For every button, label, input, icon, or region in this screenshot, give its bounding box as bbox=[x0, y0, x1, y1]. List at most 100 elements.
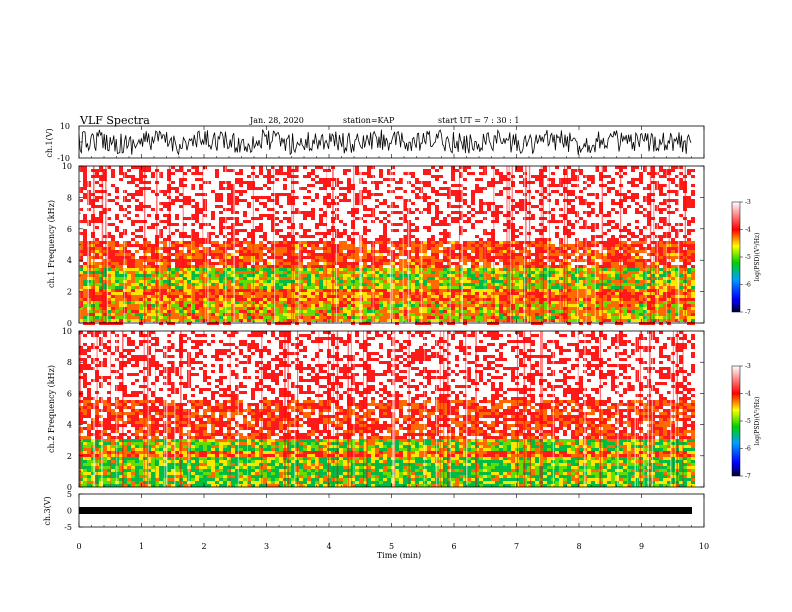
spectrogram-cell bbox=[355, 295, 359, 298]
spectrogram-cell bbox=[687, 283, 691, 286]
spectrogram-cell bbox=[511, 229, 515, 232]
spectrogram-cell bbox=[255, 250, 259, 253]
spectrogram-cell bbox=[327, 283, 331, 286]
spectrogram-cell bbox=[679, 283, 683, 286]
spectrogram-cell bbox=[551, 220, 555, 223]
spectrogram-cell bbox=[187, 235, 191, 238]
spectrogram-cell bbox=[431, 223, 435, 226]
spectrogram-cell bbox=[587, 214, 591, 217]
spectrogram-cell bbox=[411, 307, 415, 310]
spectrogram-cell bbox=[443, 220, 447, 223]
spectrogram-cell bbox=[263, 295, 267, 298]
spectrogram-cell bbox=[327, 289, 331, 292]
spectrogram-cell bbox=[355, 301, 359, 304]
spectrogram-cell bbox=[639, 289, 643, 292]
spectrogram-cell bbox=[103, 253, 107, 256]
spectrogram-cell bbox=[471, 265, 475, 268]
spectrogram-cell bbox=[591, 301, 595, 304]
spectrogram-cell bbox=[83, 217, 87, 220]
spectrogram-cell bbox=[215, 274, 219, 277]
spectrogram-cell bbox=[423, 307, 427, 310]
spectrogram-cell bbox=[635, 178, 639, 181]
spectrogram-cell bbox=[627, 229, 631, 232]
spectrogram-cell bbox=[323, 295, 327, 298]
spectrogram-cell bbox=[95, 298, 99, 301]
spectrogram-cell bbox=[187, 292, 191, 295]
spectrogram-cell bbox=[267, 286, 271, 289]
spectrogram-cell bbox=[611, 199, 615, 202]
spectrogram-cell bbox=[455, 277, 459, 280]
spectrogram-cell bbox=[663, 253, 667, 256]
spectrogram-cell bbox=[551, 259, 555, 262]
spectrogram-cell bbox=[199, 208, 203, 211]
spectrogram-cell bbox=[107, 262, 111, 265]
spectrogram-cell bbox=[287, 280, 291, 283]
spectrogram-cell bbox=[627, 247, 631, 250]
spectrogram-cell bbox=[183, 184, 187, 187]
spectrogram-cell bbox=[663, 169, 667, 172]
spectrogram-cell bbox=[95, 295, 99, 298]
spectrogram-cell bbox=[191, 289, 195, 292]
spectrogram-cell bbox=[423, 262, 427, 265]
spectrogram-cell bbox=[259, 295, 263, 298]
spectrogram-cell bbox=[235, 190, 239, 193]
spectrogram-cell bbox=[263, 271, 267, 274]
spectrogram-cell bbox=[639, 292, 643, 295]
spectrogram-cell bbox=[147, 268, 151, 271]
spectrogram-cell bbox=[435, 268, 439, 271]
spectrogram-cell bbox=[323, 304, 327, 307]
spectrogram-cell bbox=[311, 283, 315, 286]
spectrogram-cell bbox=[211, 241, 215, 244]
spectrogram-cell bbox=[347, 286, 351, 289]
spectrogram-cell bbox=[387, 283, 391, 286]
spectrogram-cell bbox=[291, 292, 295, 295]
spectrogram-cell bbox=[283, 289, 287, 292]
spectrogram-cell bbox=[103, 241, 107, 244]
spectrogram-cell bbox=[291, 304, 295, 307]
spectrogram-cell bbox=[587, 175, 591, 178]
spectrogram-cell bbox=[451, 286, 455, 289]
spectrogram-cell bbox=[515, 253, 519, 256]
spectrogram-cell bbox=[671, 283, 675, 286]
spectrogram-cell bbox=[291, 196, 295, 199]
spectrogram-cell bbox=[119, 304, 123, 307]
spectrogram-cell bbox=[323, 265, 327, 268]
spectrogram-cell bbox=[259, 166, 263, 169]
spectrogram-cell bbox=[279, 301, 283, 304]
spectrogram-cell bbox=[635, 166, 639, 169]
spectrogram-cell bbox=[615, 193, 619, 196]
spectrogram-cell bbox=[551, 253, 555, 256]
spectrogram-cell bbox=[675, 235, 679, 238]
spectrogram-cell bbox=[679, 265, 683, 268]
spectrogram-cell bbox=[411, 310, 415, 313]
spectrogram-cell bbox=[391, 253, 395, 256]
spectrogram-cell bbox=[223, 280, 227, 283]
spectrogram-cell bbox=[487, 184, 491, 187]
spectrogram-cell bbox=[495, 247, 499, 250]
spectrogram-cell bbox=[443, 265, 447, 268]
spectrogram-cell bbox=[207, 289, 211, 292]
spectrogram-cell bbox=[543, 166, 547, 169]
spectrogram-cell bbox=[627, 256, 631, 259]
spectrogram-cell bbox=[211, 280, 215, 283]
spectrogram-cell bbox=[115, 292, 119, 295]
spectrogram-cell bbox=[439, 274, 443, 277]
spectrogram-cell bbox=[303, 166, 307, 169]
spectrogram-cell bbox=[347, 307, 351, 310]
spectrogram-cell bbox=[599, 277, 603, 280]
spectrogram-cell bbox=[271, 280, 275, 283]
spectrogram-cell bbox=[235, 289, 239, 292]
spectrogram-cell bbox=[239, 268, 243, 271]
spectrogram-cell bbox=[131, 292, 135, 295]
spectrogram-cell bbox=[275, 268, 279, 271]
spectrogram-cell bbox=[423, 244, 427, 247]
spectrogram-cell bbox=[219, 292, 223, 295]
spectrogram-cell bbox=[391, 307, 395, 310]
spectrogram-cell bbox=[423, 301, 427, 304]
spectrogram-cell bbox=[131, 310, 135, 313]
spectrogram-cell bbox=[291, 256, 295, 259]
spectrogram-cell bbox=[339, 259, 343, 262]
spectrogram-cell bbox=[415, 181, 419, 184]
spectrogram-cell bbox=[531, 307, 535, 310]
spectrogram-cell bbox=[455, 184, 459, 187]
